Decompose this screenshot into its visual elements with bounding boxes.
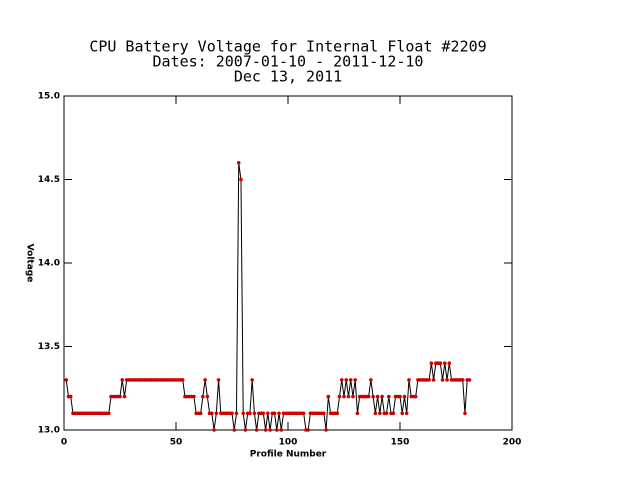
data-point bbox=[380, 394, 384, 399]
data-point bbox=[192, 394, 196, 399]
data-point bbox=[384, 411, 389, 416]
y-axis-label: Voltage bbox=[25, 244, 35, 283]
data-point bbox=[277, 411, 281, 416]
data-point bbox=[68, 394, 73, 399]
chart-title: CPU Battery Voltage for Internal Float #… bbox=[89, 38, 486, 56]
data-point bbox=[342, 394, 346, 399]
x-tick-label: 100 bbox=[279, 438, 298, 448]
data-point bbox=[203, 378, 207, 382]
data-point bbox=[232, 428, 237, 432]
y-tick-label: 13.5 bbox=[38, 342, 60, 352]
data-point bbox=[252, 411, 257, 416]
data-point bbox=[324, 428, 328, 432]
data-point bbox=[239, 177, 243, 182]
data-point bbox=[369, 378, 373, 382]
y-tick-label: 14.5 bbox=[38, 175, 60, 185]
data-point bbox=[236, 161, 241, 165]
data-point bbox=[339, 378, 344, 382]
data-point bbox=[250, 378, 254, 382]
data-point bbox=[212, 428, 216, 432]
data-point bbox=[64, 378, 69, 382]
data-point bbox=[371, 394, 375, 399]
data-point bbox=[205, 394, 210, 399]
data-point bbox=[241, 411, 245, 416]
data-point bbox=[429, 361, 434, 366]
data-point bbox=[391, 411, 396, 416]
data-point bbox=[326, 394, 331, 399]
chart-subtitle: Dates: 2007-01-10 - 2011-12-10 bbox=[153, 53, 424, 71]
data-point bbox=[272, 411, 277, 416]
data-point bbox=[337, 394, 342, 399]
data-point bbox=[438, 361, 443, 366]
y-tick-label: 15.0 bbox=[38, 92, 60, 102]
data-point bbox=[373, 411, 378, 416]
y-tick-label: 14.0 bbox=[38, 259, 60, 269]
data-point bbox=[322, 411, 326, 416]
data-point bbox=[404, 411, 409, 416]
x-tick-label: 200 bbox=[503, 438, 522, 448]
data-point bbox=[355, 411, 360, 416]
data-line bbox=[65, 162, 470, 431]
chart-subtitle: Dec 13, 2011 bbox=[234, 68, 342, 86]
data-point bbox=[198, 411, 203, 416]
x-axis-label: Profile Number bbox=[250, 450, 327, 460]
x-tick-label: 50 bbox=[170, 438, 183, 448]
data-point bbox=[344, 378, 349, 382]
data-point bbox=[402, 394, 407, 399]
data-point bbox=[447, 361, 452, 366]
data-point bbox=[443, 361, 447, 366]
data-point bbox=[263, 428, 268, 432]
data-point bbox=[346, 394, 351, 399]
data-point bbox=[234, 411, 239, 416]
data-point bbox=[440, 378, 445, 382]
data-point bbox=[301, 411, 306, 416]
data-point bbox=[180, 378, 185, 382]
data-point bbox=[210, 411, 214, 416]
data-point bbox=[387, 394, 391, 399]
data-point bbox=[378, 411, 382, 416]
data-point bbox=[268, 428, 272, 432]
data-point bbox=[230, 411, 234, 416]
data-point bbox=[254, 428, 259, 432]
data-point bbox=[427, 378, 431, 382]
data-point bbox=[351, 394, 355, 399]
data-point bbox=[400, 411, 405, 416]
data-point bbox=[279, 428, 284, 432]
data-point bbox=[122, 394, 127, 399]
data-point bbox=[201, 394, 205, 399]
data-point bbox=[407, 378, 411, 382]
data-point bbox=[348, 378, 353, 382]
data-point bbox=[275, 428, 279, 432]
data-point bbox=[375, 394, 380, 399]
data-point bbox=[248, 411, 252, 416]
data-point bbox=[467, 378, 472, 382]
data-point bbox=[120, 378, 125, 382]
data-point bbox=[460, 378, 465, 382]
data-point bbox=[413, 394, 418, 399]
data-point bbox=[463, 411, 467, 416]
data-point bbox=[118, 394, 122, 399]
x-tick-label: 150 bbox=[391, 438, 410, 448]
data-point bbox=[335, 411, 340, 416]
data-point bbox=[214, 411, 219, 416]
data-point bbox=[366, 394, 371, 399]
data-point bbox=[445, 378, 449, 382]
data-point bbox=[266, 411, 270, 416]
data-point bbox=[216, 378, 221, 382]
data-point bbox=[107, 411, 111, 416]
y-tick-label: 13.0 bbox=[38, 426, 60, 436]
data-point bbox=[306, 428, 310, 432]
data-point bbox=[398, 394, 402, 399]
data-point bbox=[243, 428, 248, 432]
data-point bbox=[353, 378, 358, 382]
x-tick-label: 0 bbox=[61, 438, 67, 448]
data-point bbox=[261, 411, 266, 416]
data-point bbox=[431, 378, 436, 382]
